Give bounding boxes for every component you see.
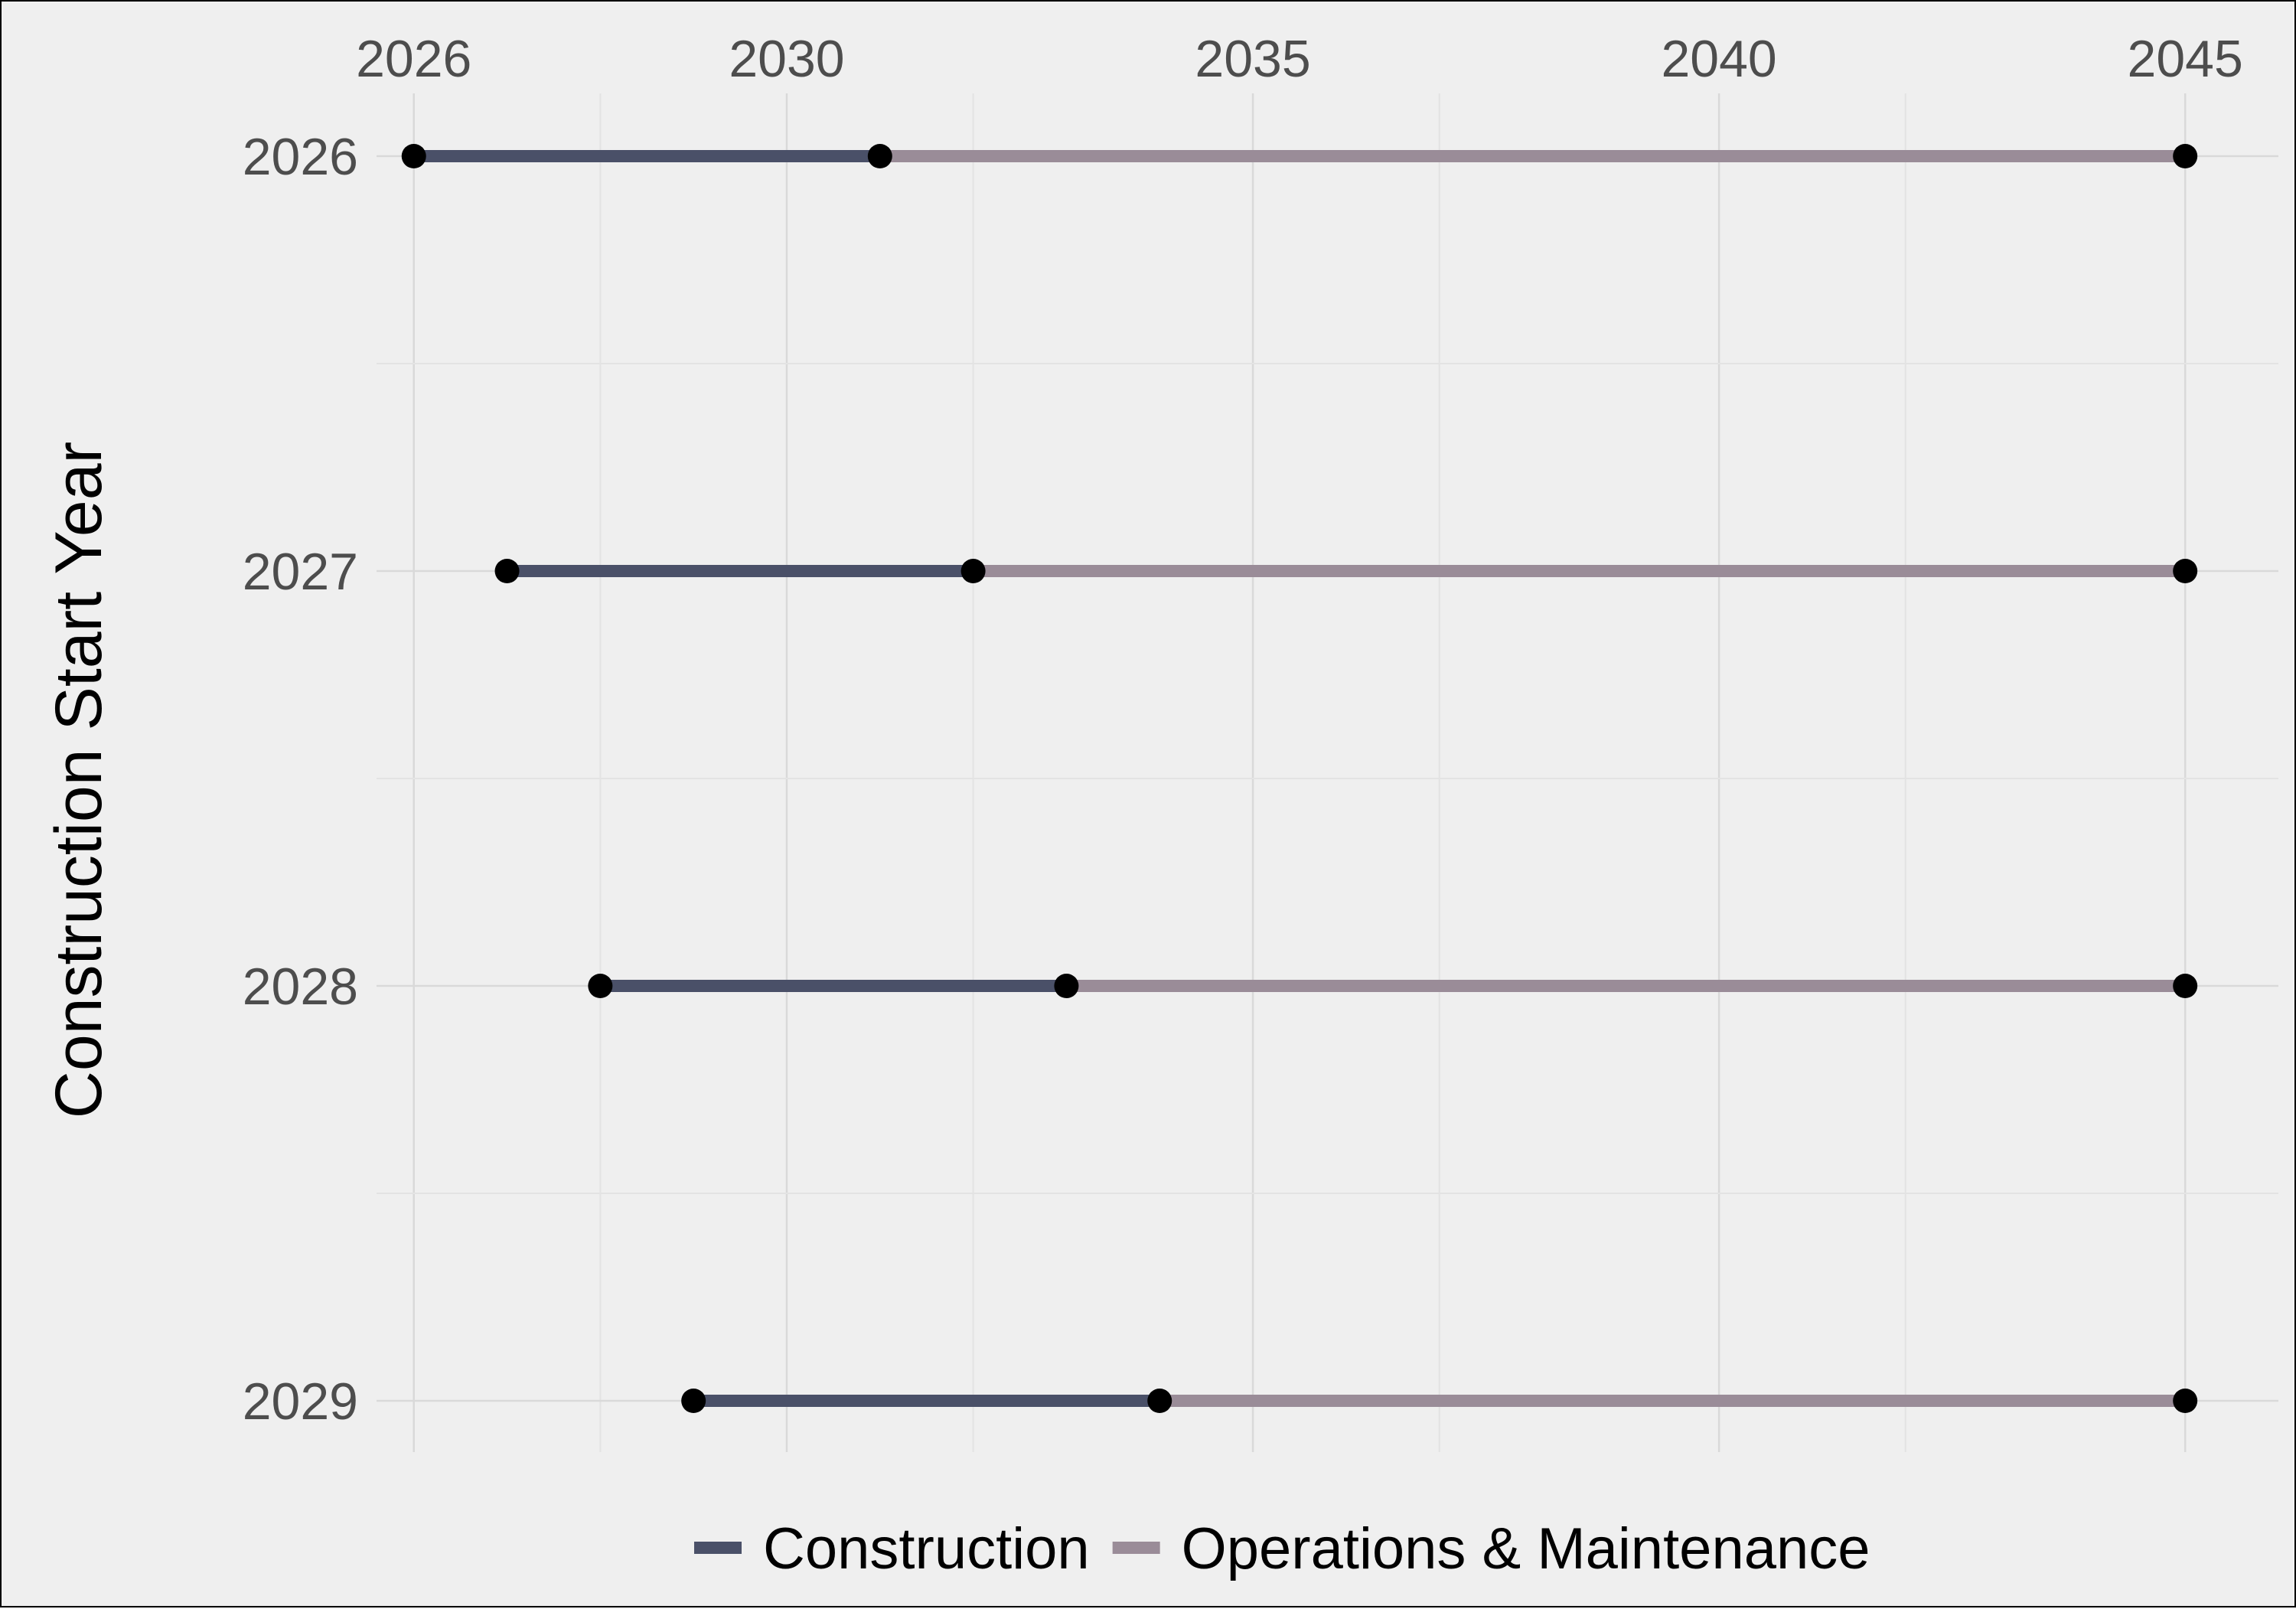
operations-start-point xyxy=(867,144,892,168)
operations-end-point xyxy=(2173,559,2198,583)
legend: Construction Operations & Maintenance xyxy=(694,1516,1870,1581)
construction-start-point xyxy=(681,1389,706,1413)
x-tick-label: 2045 xyxy=(2128,30,2243,88)
legend-label: Construction xyxy=(763,1516,1090,1581)
legend-item: Construction xyxy=(694,1516,1090,1581)
operations-end-point xyxy=(2173,974,2198,998)
construction-start-point xyxy=(401,144,426,168)
x-tick-label: 2026 xyxy=(356,30,471,88)
y-axis-ticks: 2026 2027 2028 2029 xyxy=(243,128,358,1431)
construction-start-point xyxy=(588,974,613,998)
x-axis-ticks: 2026 2030 2035 2040 2045 xyxy=(356,30,2243,88)
y-tick-label: 2029 xyxy=(243,1372,358,1431)
operations-start-point xyxy=(1054,974,1079,998)
segments-layer xyxy=(413,150,2186,1407)
x-tick-label: 2040 xyxy=(1661,30,1776,88)
operations-end-point xyxy=(2173,1389,2198,1413)
y-tick-label: 2026 xyxy=(243,128,358,186)
x-tick-label: 2035 xyxy=(1195,30,1310,88)
operations-start-point xyxy=(1147,1389,1172,1413)
legend-label: Operations & Maintenance xyxy=(1182,1516,1870,1581)
operations-start-point xyxy=(960,559,986,583)
x-tick-label: 2030 xyxy=(729,30,844,88)
y-tick-label: 2028 xyxy=(243,958,358,1016)
y-axis-title: Construction Start Year xyxy=(42,442,116,1118)
grid-layer xyxy=(377,93,2278,1452)
operations-end-point xyxy=(2173,144,2198,168)
legend-item: Operations & Maintenance xyxy=(1112,1516,1870,1581)
construction-start-point xyxy=(494,559,520,583)
y-tick-label: 2027 xyxy=(243,543,358,601)
points-layer xyxy=(401,144,2198,1413)
